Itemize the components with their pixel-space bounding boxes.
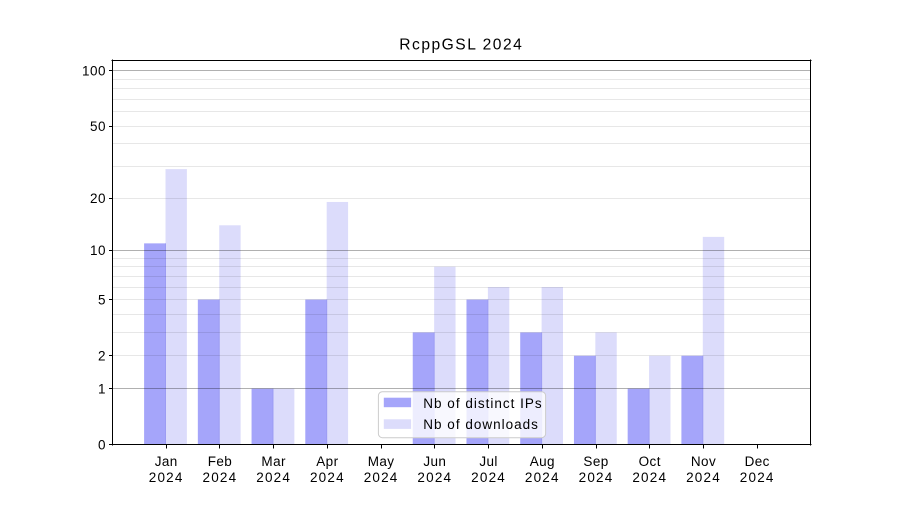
svg-text:RcppGSL 2024: RcppGSL 2024 [399, 36, 523, 53]
svg-text:5: 5 [98, 292, 106, 307]
svg-text:Sep: Sep [583, 454, 608, 469]
svg-text:1: 1 [98, 381, 106, 396]
svg-text:Jan: Jan [155, 454, 178, 469]
svg-text:2024: 2024 [149, 470, 184, 485]
svg-text:2: 2 [98, 349, 106, 364]
svg-text:100: 100 [82, 64, 106, 79]
svg-text:Mar: Mar [261, 454, 286, 469]
svg-text:2024: 2024 [364, 470, 399, 485]
svg-text:Nov: Nov [691, 454, 716, 469]
svg-text:Apr: Apr [316, 454, 338, 469]
svg-text:2024: 2024 [632, 470, 667, 485]
svg-text:Nb of downloads: Nb of downloads [423, 417, 539, 432]
svg-text:2024: 2024 [256, 470, 291, 485]
svg-text:2024: 2024 [579, 470, 614, 485]
svg-text:Aug: Aug [530, 454, 555, 469]
svg-text:Jun: Jun [423, 454, 446, 469]
svg-text:Jul: Jul [479, 454, 497, 469]
svg-text:2024: 2024 [417, 470, 452, 485]
svg-text:May: May [368, 454, 395, 469]
svg-text:20: 20 [90, 191, 106, 206]
svg-text:Dec: Dec [745, 454, 770, 469]
svg-text:0: 0 [98, 438, 106, 453]
svg-text:Feb: Feb [208, 454, 232, 469]
svg-text:2024: 2024 [740, 470, 775, 485]
svg-text:Nb of distinct IPs: Nb of distinct IPs [423, 396, 542, 411]
svg-text:10: 10 [90, 243, 106, 258]
svg-text:50: 50 [90, 119, 106, 134]
svg-text:Oct: Oct [639, 454, 661, 469]
svg-text:2024: 2024 [203, 470, 238, 485]
svg-text:2024: 2024 [471, 470, 506, 485]
svg-text:2024: 2024 [525, 470, 560, 485]
svg-text:2024: 2024 [310, 470, 345, 485]
svg-text:2024: 2024 [686, 470, 721, 485]
